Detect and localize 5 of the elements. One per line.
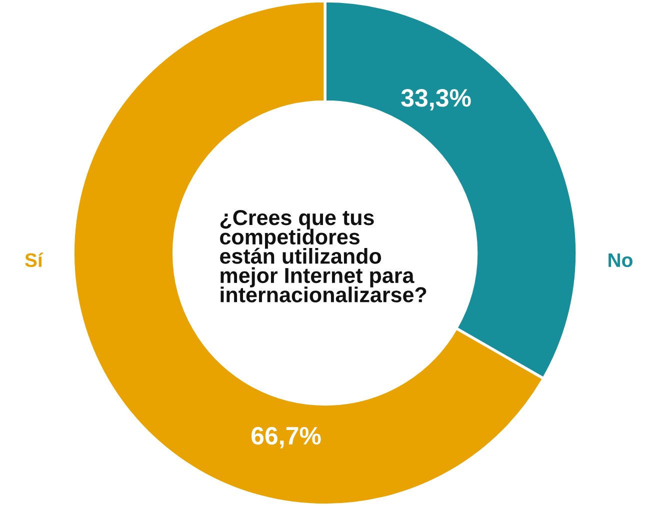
- text: ¿Crees que tus competidores están utilizando mejor Internet para internacionalizarse?: [220, 210, 426, 302]
- slice-label: No: [608, 253, 632, 268]
- data-label: 66,7%: [252, 426, 321, 448]
- slice-label: Sí: [25, 252, 44, 268]
- data-label: 33,3%: [401, 89, 471, 110]
